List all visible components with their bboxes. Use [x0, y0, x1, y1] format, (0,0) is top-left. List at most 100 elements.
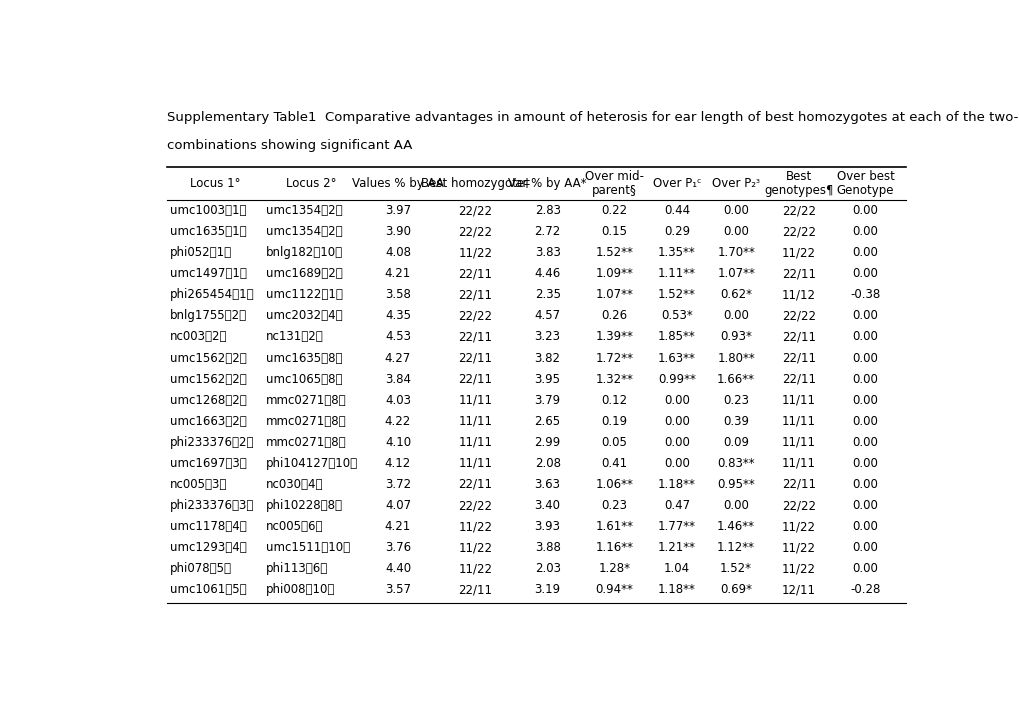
Text: 3.97: 3.97	[384, 204, 411, 217]
Text: umc1003（1）: umc1003（1）	[170, 204, 247, 217]
Text: 2.65: 2.65	[534, 415, 560, 428]
Text: 0.00: 0.00	[722, 310, 748, 323]
Text: phi233376（3）: phi233376（3）	[170, 499, 255, 512]
Text: 2.83: 2.83	[534, 204, 560, 217]
Text: 4.21: 4.21	[384, 520, 411, 533]
Text: 4.21: 4.21	[384, 267, 411, 280]
Text: -0.28: -0.28	[850, 583, 879, 596]
Text: 4.27: 4.27	[384, 351, 411, 364]
Text: 4.57: 4.57	[534, 310, 560, 323]
Text: 0.00: 0.00	[663, 415, 689, 428]
Text: umc1663（2）: umc1663（2）	[170, 415, 247, 428]
Text: 11/11: 11/11	[782, 436, 815, 449]
Text: 11/11: 11/11	[782, 415, 815, 428]
Text: 1.21**: 1.21**	[657, 541, 695, 554]
Text: 11/22: 11/22	[782, 246, 815, 259]
Text: phi078（5）: phi078（5）	[170, 562, 232, 575]
Text: 0.00: 0.00	[663, 394, 689, 407]
Text: 3.83: 3.83	[534, 246, 560, 259]
Text: 1.35**: 1.35**	[657, 246, 695, 259]
Text: umc1562（2）: umc1562（2）	[170, 351, 247, 364]
Text: 2.03: 2.03	[534, 562, 560, 575]
Text: 0.00: 0.00	[852, 351, 877, 364]
Text: 1.18**: 1.18**	[657, 478, 695, 491]
Text: 4.53: 4.53	[384, 330, 411, 343]
Text: 22/11: 22/11	[459, 478, 492, 491]
Text: 22/22: 22/22	[782, 204, 815, 217]
Text: 1.80**: 1.80**	[716, 351, 754, 364]
Text: umc1354（2）: umc1354（2）	[266, 204, 342, 217]
Text: 0.00: 0.00	[852, 267, 877, 280]
Text: 1.52**: 1.52**	[657, 288, 695, 302]
Text: 11/22: 11/22	[459, 520, 492, 533]
Text: 0.00: 0.00	[852, 373, 877, 386]
Text: 22/11: 22/11	[459, 330, 492, 343]
Text: umc1268（2）: umc1268（2）	[170, 394, 247, 407]
Text: bnlg182（10）: bnlg182（10）	[266, 246, 343, 259]
Text: 0.83**: 0.83**	[716, 457, 754, 470]
Text: -0.38: -0.38	[850, 288, 879, 302]
Text: 2.72: 2.72	[534, 225, 560, 238]
Text: 0.09: 0.09	[722, 436, 748, 449]
Text: 1.07**: 1.07**	[716, 267, 754, 280]
Text: Over mid-: Over mid-	[584, 170, 643, 183]
Text: 0.00: 0.00	[852, 478, 877, 491]
Text: 22/11: 22/11	[459, 583, 492, 596]
Text: 0.19: 0.19	[600, 415, 627, 428]
Text: 11/11: 11/11	[782, 394, 815, 407]
Text: 1.63**: 1.63**	[657, 351, 695, 364]
Text: 22/11: 22/11	[459, 351, 492, 364]
Text: 22/11: 22/11	[782, 373, 815, 386]
Text: phi113（6）: phi113（6）	[266, 562, 328, 575]
Text: umc1697（3）: umc1697（3）	[170, 457, 247, 470]
Text: 22/11: 22/11	[782, 351, 815, 364]
Text: 3.90: 3.90	[384, 225, 411, 238]
Text: 11/11: 11/11	[782, 457, 815, 470]
Text: 1.16**: 1.16**	[595, 541, 633, 554]
Text: 22/11: 22/11	[459, 267, 492, 280]
Text: 22/22: 22/22	[459, 499, 492, 512]
Text: 0.15: 0.15	[600, 225, 627, 238]
Text: 1.66**: 1.66**	[716, 373, 754, 386]
Text: umc1061（5）: umc1061（5）	[170, 583, 247, 596]
Text: 0.00: 0.00	[852, 246, 877, 259]
Text: 11/22: 11/22	[782, 520, 815, 533]
Text: 0.62*: 0.62*	[719, 288, 751, 302]
Text: 4.03: 4.03	[384, 394, 411, 407]
Text: mmc0271（8）: mmc0271（8）	[266, 436, 346, 449]
Text: Best: Best	[785, 170, 811, 183]
Text: 22/11: 22/11	[782, 267, 815, 280]
Text: umc1354（2）: umc1354（2）	[266, 225, 342, 238]
Text: 1.52*: 1.52*	[719, 562, 751, 575]
Text: 0.53*: 0.53*	[660, 310, 692, 323]
Text: 1.07**: 1.07**	[595, 288, 633, 302]
Text: nc003（2）: nc003（2）	[170, 330, 227, 343]
Text: phi052（1）: phi052（1）	[170, 246, 232, 259]
Text: 11/11: 11/11	[459, 394, 492, 407]
Text: 2.35: 2.35	[534, 288, 560, 302]
Text: umc1511（10）: umc1511（10）	[266, 541, 351, 554]
Text: 0.05: 0.05	[600, 436, 627, 449]
Text: 3.88: 3.88	[534, 541, 560, 554]
Text: nc030（4）: nc030（4）	[266, 478, 323, 491]
Text: 1.12**: 1.12**	[716, 541, 754, 554]
Text: 0.12: 0.12	[600, 394, 627, 407]
Text: 3.84: 3.84	[384, 373, 411, 386]
Text: genotypes¶: genotypes¶	[763, 184, 833, 197]
Text: phi10228（8）: phi10228（8）	[266, 499, 343, 512]
Text: 1.77**: 1.77**	[657, 520, 695, 533]
Text: 0.29: 0.29	[663, 225, 690, 238]
Text: 4.22: 4.22	[384, 415, 411, 428]
Text: 3.79: 3.79	[534, 394, 560, 407]
Text: 0.00: 0.00	[663, 436, 689, 449]
Text: 0.99**: 0.99**	[657, 373, 695, 386]
Text: phi104127（10）: phi104127（10）	[266, 457, 358, 470]
Text: 11/22: 11/22	[459, 562, 492, 575]
Text: 22/11: 22/11	[782, 330, 815, 343]
Text: Supplementary Table1  Comparative advantages in amount of heterosis for ear leng: Supplementary Table1 Comparative advanta…	[167, 112, 1019, 125]
Text: 11/22: 11/22	[459, 246, 492, 259]
Text: Best homozygote‡: Best homozygote‡	[421, 177, 530, 190]
Text: Values % by AA: Values % by AA	[352, 177, 443, 190]
Text: umc1178（4）: umc1178（4）	[170, 520, 247, 533]
Text: 2.99: 2.99	[534, 436, 560, 449]
